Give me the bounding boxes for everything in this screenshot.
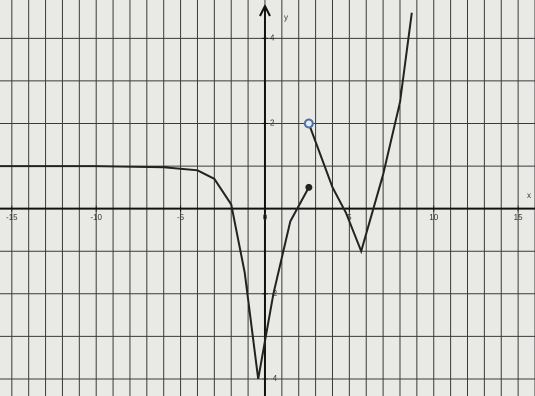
y-axis-label: y xyxy=(284,13,288,22)
open-endpoint xyxy=(305,119,313,127)
x-tick-label: 10 xyxy=(429,213,438,222)
closed-endpoint xyxy=(305,184,312,191)
x-tick-label: 15 xyxy=(514,213,523,222)
y-tick-label: 2 xyxy=(270,119,275,128)
x-tick-label: 0 xyxy=(263,213,268,222)
y-tick-label: 4 xyxy=(270,33,275,42)
x-tick-label: -5 xyxy=(177,213,185,222)
x-tick-label: -15 xyxy=(6,213,18,222)
curve xyxy=(0,13,412,379)
y-tick-label: -4 xyxy=(270,374,278,383)
x-axis-label: x xyxy=(527,191,531,200)
chart: x y -15-10-5051015-4-224 xyxy=(0,0,535,396)
x-tick-label: -10 xyxy=(90,213,102,222)
